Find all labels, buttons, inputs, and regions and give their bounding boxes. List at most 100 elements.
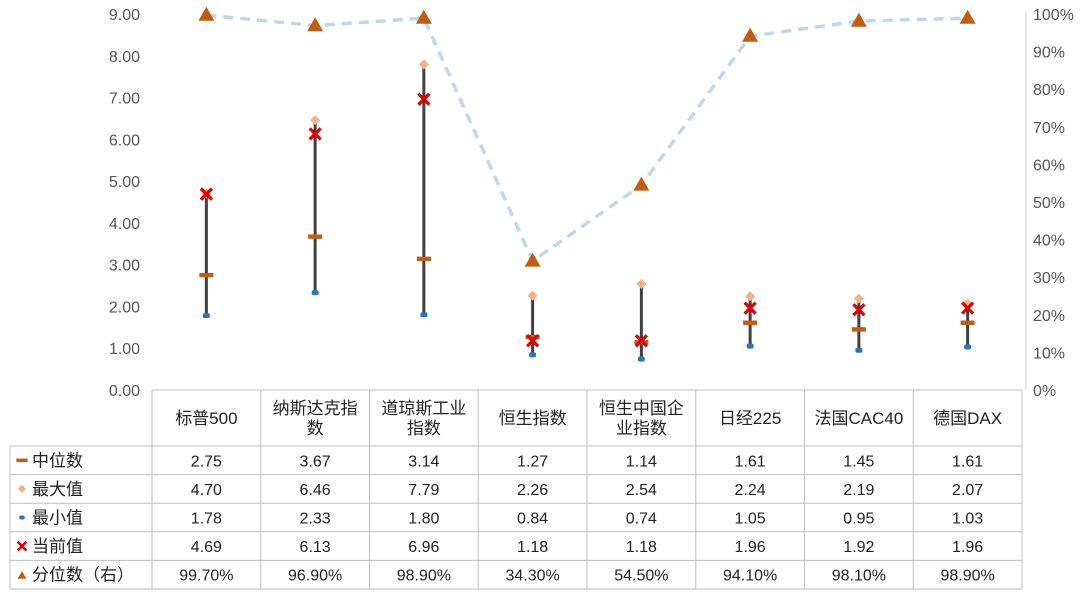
legend-marker-dash [16, 458, 28, 463]
table-cell: 2.19 [843, 482, 874, 499]
table-cell: 98.90% [397, 568, 451, 585]
percentile-point [850, 12, 867, 27]
table-cell: 1.61 [735, 453, 766, 470]
median-point [525, 334, 540, 340]
plot-area [198, 6, 976, 362]
table-cell: 1.78 [191, 511, 222, 528]
max-point [853, 293, 864, 304]
category-label-7: 法国CAC40 [814, 409, 903, 428]
table-cell: 1.92 [843, 539, 874, 556]
right-tick-label: 40% [1033, 233, 1065, 250]
max-point [745, 291, 756, 302]
right-tick-label: 80% [1033, 82, 1065, 99]
right-tick-label: 100% [1033, 7, 1074, 24]
right-tick-label: 90% [1033, 45, 1065, 62]
current-point [852, 303, 866, 317]
table-cell: 4.70 [191, 482, 222, 499]
left-tick-label: 9.00 [109, 7, 140, 24]
right-tick-label: 30% [1033, 270, 1065, 287]
table-cell: 3.67 [300, 453, 331, 470]
table-cell: 0.74 [626, 511, 657, 528]
table-cell: 1.61 [952, 453, 983, 470]
table-cell: 2.54 [626, 482, 657, 499]
right-tick-label: 0% [1033, 383, 1056, 400]
percentile-point [959, 9, 976, 24]
table-cell: 1.96 [735, 539, 766, 556]
current-point [417, 92, 431, 106]
table-cell: 2.33 [300, 511, 331, 528]
table-cell: 96.90% [288, 568, 342, 585]
current-point [743, 301, 757, 315]
right-axis: 0% 10% 20% 30% 40% 50% 60% 70% 80% 90% 100% [1025, 7, 1074, 400]
table-cell: 6.96 [408, 539, 439, 556]
table-cell: 6.46 [300, 482, 331, 499]
row-label-dot: 最小值 [32, 509, 83, 528]
legend-marker-dot [19, 515, 25, 520]
percentile-point [198, 6, 215, 21]
right-tick-label: 10% [1033, 345, 1065, 362]
table-cell: 0.84 [517, 511, 548, 528]
table-cell: 1.03 [952, 511, 983, 528]
max-point [636, 278, 647, 289]
max-point [310, 115, 321, 126]
max-point [418, 59, 429, 70]
left-tick-label: 5.00 [109, 174, 140, 191]
left-tick-label: 2.00 [109, 299, 140, 316]
table-cell: 1.14 [626, 453, 657, 470]
median-point [851, 327, 866, 332]
table-cell: 3.14 [408, 453, 439, 470]
table-cell: 1.18 [517, 539, 548, 556]
left-tick-label: 3.00 [109, 258, 140, 275]
legend-marker-triangle [17, 571, 27, 579]
current-point [634, 334, 649, 348]
row-label-triangle: 分位数（右） [32, 566, 134, 585]
current-point [960, 301, 975, 315]
median-point [416, 256, 431, 262]
table-cell: 1.18 [626, 539, 657, 556]
median-point [308, 234, 323, 239]
category-label-3: 道琼斯工业指数 [381, 399, 466, 438]
row-label-x: 当前值 [32, 537, 83, 556]
min-point [311, 290, 319, 296]
table-cell: 6.13 [300, 539, 331, 556]
current-point [525, 334, 540, 348]
table-cell: 2.26 [517, 482, 548, 499]
table-cell: 2.75 [191, 453, 222, 470]
table-cell: 2.07 [952, 482, 983, 499]
table-cell: 1.96 [952, 539, 983, 556]
category-label-8: 德国DAX [933, 409, 1002, 428]
right-tick-label: 60% [1033, 157, 1065, 174]
left-tick-label: 4.00 [109, 216, 140, 233]
percentile-point [633, 176, 650, 191]
min-point [202, 313, 210, 319]
table-cell: 98.90% [940, 568, 994, 585]
table-cell: 98.10% [832, 568, 886, 585]
table-cell: 94.10% [723, 568, 777, 585]
min-point [529, 352, 537, 358]
min-point [964, 344, 972, 350]
table-cell: 99.70% [179, 568, 233, 585]
percentile-point [415, 9, 432, 24]
right-tick-label: 50% [1033, 195, 1065, 212]
table-cell: 54.50% [614, 568, 668, 585]
table-cell: 2.24 [735, 482, 766, 499]
current-point [308, 127, 322, 141]
left-tick-label: 8.00 [109, 49, 140, 66]
percentile-point [524, 252, 541, 267]
table-cell: 1.45 [843, 453, 874, 470]
right-tick-label: 70% [1033, 120, 1065, 137]
min-point [746, 343, 754, 349]
legend-marker-diamond [18, 484, 26, 493]
left-tick-label: 1.00 [109, 341, 140, 358]
category-label-5: 恒生中国企业指数 [599, 399, 684, 438]
category-label-6: 日经225 [719, 409, 781, 428]
table-cell: 1.05 [735, 511, 766, 528]
table-cell: 34.30% [505, 568, 559, 585]
category-label-1: 标普500 [175, 409, 237, 428]
median-point [960, 320, 975, 325]
row-label-dash: 中位数 [32, 451, 83, 470]
left-tick-label: 7.00 [109, 91, 140, 108]
category-label-2: 纳斯达克指数 [273, 399, 358, 438]
min-point [420, 312, 428, 318]
